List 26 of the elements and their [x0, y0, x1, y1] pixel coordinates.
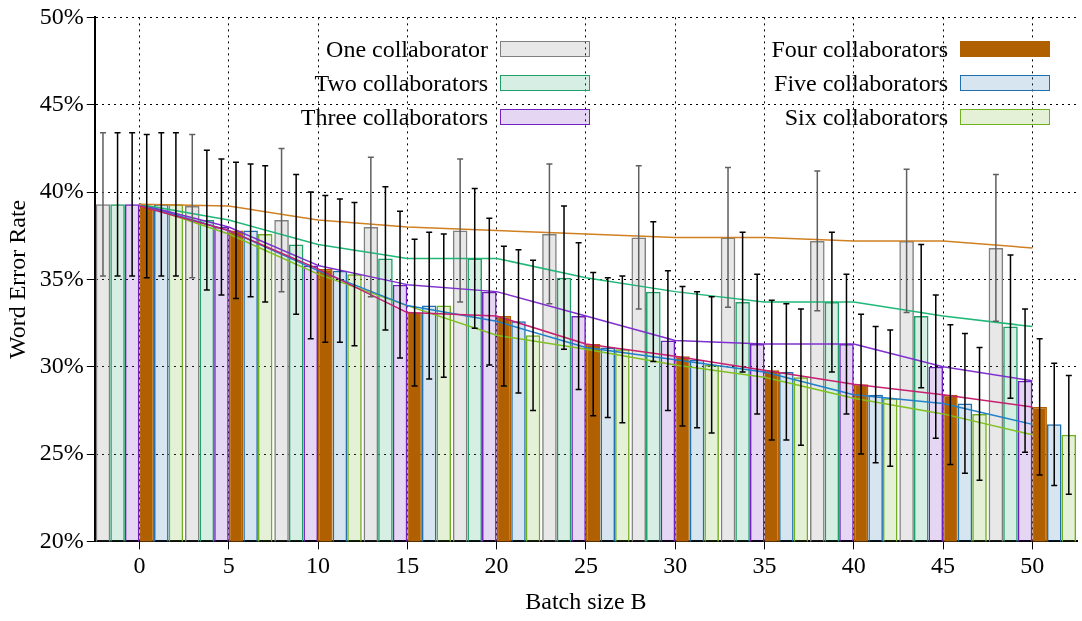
legend-label: Two collaborators: [314, 69, 488, 97]
x-tick-label: 45: [931, 552, 956, 579]
y-tick-label: 50%: [39, 2, 84, 29]
x-tick-label: 10: [306, 552, 331, 579]
x-tick-label: 15: [395, 552, 420, 579]
x-axis-title: Batch size B: [525, 587, 647, 614]
x-tick-label: 0: [133, 552, 146, 579]
x-tick-label: 30: [663, 552, 688, 579]
legend-label: Three collaborators: [300, 103, 488, 131]
y-tick-label: 25%: [39, 439, 84, 466]
y-tick-label: 35%: [39, 264, 84, 291]
legend-label: Five collaborators: [774, 69, 948, 97]
x-tick-label: 25: [573, 552, 598, 579]
y-tick-label: 20%: [39, 526, 84, 553]
legend-label: Four collaborators: [771, 35, 948, 63]
y-tick-label: 30%: [39, 352, 84, 379]
x-tick-label: 35: [752, 552, 777, 579]
legend-label: Six collaborators: [784, 103, 948, 131]
x-tick-label: 50: [1020, 552, 1045, 579]
x-tick-label: 5: [222, 552, 235, 579]
x-tick-label: 40: [841, 552, 866, 579]
x-tick-label: 20: [484, 552, 509, 579]
legend-label: One collaborator: [326, 35, 488, 63]
y-tick-label: 40%: [39, 177, 84, 204]
y-axis-title: Word Error Rate: [3, 199, 30, 360]
y-tick-label: 45%: [39, 90, 84, 117]
